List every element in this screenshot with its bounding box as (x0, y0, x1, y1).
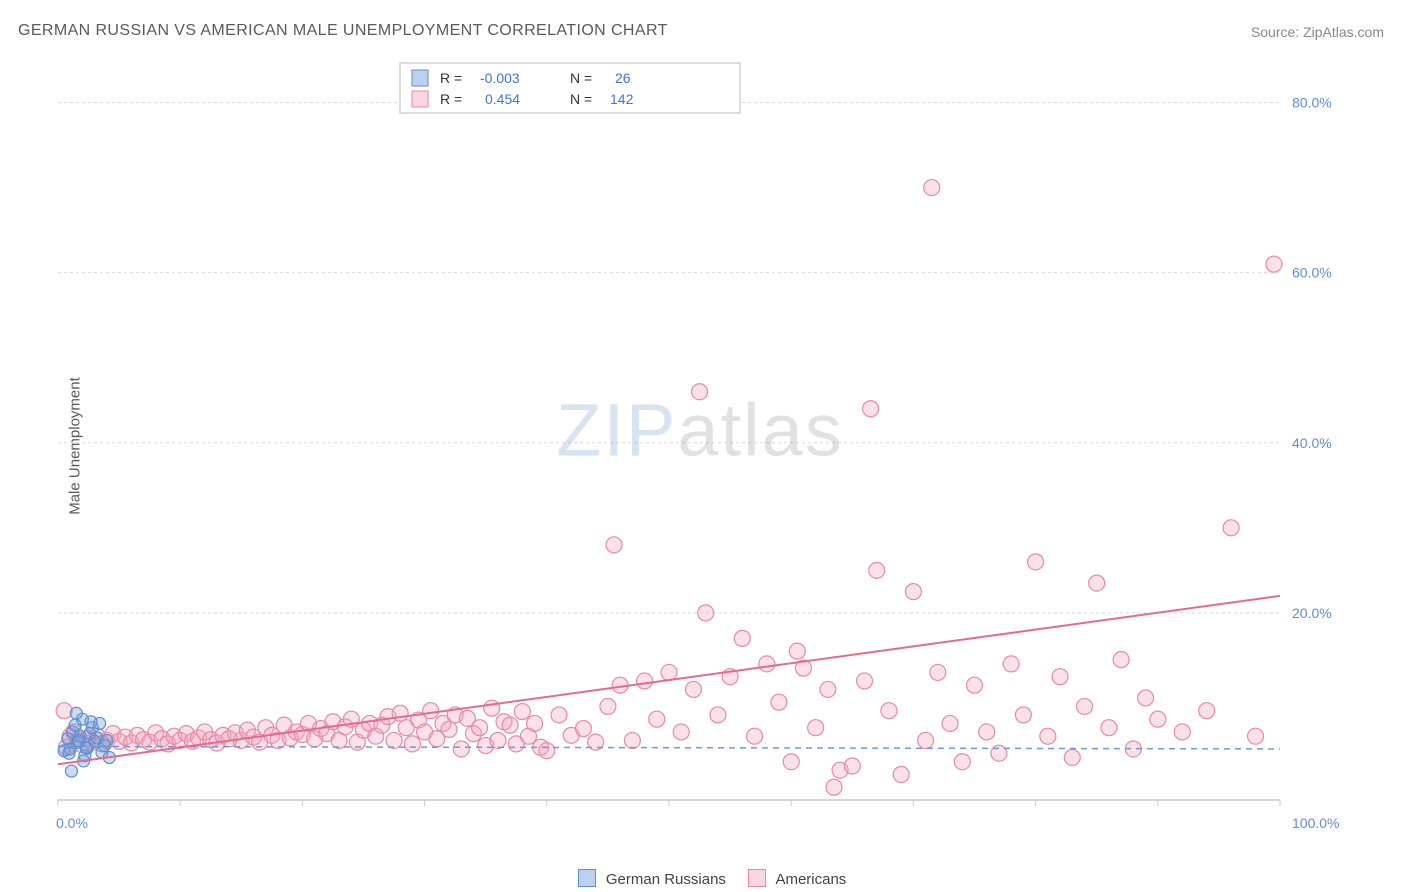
legend-top-r-value-pink: 0.454 (485, 91, 520, 107)
data-point (101, 734, 113, 746)
legend-swatch-pink (748, 869, 766, 887)
x-tick-label: 100.0% (1292, 815, 1339, 830)
source-attribution: Source: ZipAtlas.com (1251, 24, 1384, 40)
chart-plot-area: 20.0% 40.0% 60.0% 80.0% 0.0% 100.0% R = -0.003 N… (50, 60, 1350, 830)
legend-swatch-blue (578, 869, 596, 887)
data-point (673, 724, 689, 740)
data-point (905, 584, 921, 600)
data-point (661, 664, 677, 680)
data-point (967, 677, 983, 693)
data-point (954, 754, 970, 770)
data-point (1015, 707, 1031, 723)
x-tick-label: 0.0% (56, 815, 88, 830)
data-point (820, 681, 836, 697)
data-point (56, 703, 72, 719)
data-point (63, 747, 75, 759)
data-point (386, 732, 402, 748)
chart-title: GERMAN RUSSIAN VS AMERICAN MALE UNEMPLOY… (18, 22, 668, 40)
data-point (1174, 724, 1190, 740)
data-point (514, 704, 530, 720)
data-point (70, 707, 82, 719)
legend-top-swatch-blue (412, 70, 428, 86)
y-tick-label: 40.0% (1292, 435, 1332, 451)
data-point (979, 724, 995, 740)
data-point (453, 741, 469, 757)
trend-line (58, 596, 1280, 764)
data-point (747, 728, 763, 744)
data-point (1223, 520, 1239, 536)
data-point (1064, 749, 1080, 765)
data-point (1003, 656, 1019, 672)
data-point (734, 630, 750, 646)
data-point (575, 721, 591, 737)
data-point (759, 656, 775, 672)
data-point (441, 721, 457, 737)
legend-label-americans: Americans (775, 871, 846, 888)
data-point (771, 694, 787, 710)
data-point (783, 754, 799, 770)
data-point (826, 779, 842, 795)
data-point (472, 720, 488, 736)
data-point (1150, 711, 1166, 727)
data-point (692, 384, 708, 400)
legend-top-n-label: N = (570, 91, 592, 107)
data-point (808, 720, 824, 736)
legend-top-n-label: N = (570, 70, 592, 86)
data-point (404, 736, 420, 752)
data-point (930, 664, 946, 680)
data-point (789, 643, 805, 659)
data-point (85, 716, 97, 728)
data-point (1266, 256, 1282, 272)
data-point (1076, 698, 1092, 714)
data-point (844, 758, 860, 774)
legend-top-r-label: R = (440, 70, 462, 86)
legend-top-r-value-blue: -0.003 (480, 70, 520, 86)
data-point (1199, 703, 1215, 719)
data-point (527, 715, 543, 731)
data-point (539, 743, 555, 759)
data-point (1040, 728, 1056, 744)
data-point (490, 732, 506, 748)
data-point (685, 681, 701, 697)
data-point (1138, 690, 1154, 706)
legend-top-n-value-pink: 142 (610, 91, 634, 107)
legend-bottom: German Russians Americans (0, 869, 1406, 888)
data-point (551, 707, 567, 723)
data-point (649, 711, 665, 727)
data-point (918, 732, 934, 748)
y-tick-label: 80.0% (1292, 95, 1332, 111)
data-point (893, 766, 909, 782)
data-point (881, 703, 897, 719)
data-point (942, 715, 958, 731)
data-point (1101, 720, 1117, 736)
data-point (869, 562, 885, 578)
data-point (624, 732, 640, 748)
data-point (698, 605, 714, 621)
data-point (1113, 652, 1129, 668)
data-point (863, 401, 879, 417)
data-point (710, 707, 726, 723)
legend-label-german-russians: German Russians (606, 871, 726, 888)
legend-top-n-value-blue: 26 (615, 70, 631, 86)
legend-top-swatch-pink (412, 91, 428, 107)
data-point (502, 717, 518, 733)
data-point (65, 765, 77, 777)
data-point (423, 703, 439, 719)
data-point (637, 673, 653, 689)
data-point (484, 700, 500, 716)
data-point (924, 180, 940, 196)
data-point (1089, 575, 1105, 591)
data-point (1028, 554, 1044, 570)
data-point (606, 537, 622, 553)
y-tick-label: 60.0% (1292, 265, 1332, 281)
chart-svg: 20.0% 40.0% 60.0% 80.0% 0.0% 100.0% R = -0.003 N… (50, 60, 1350, 830)
data-point (600, 698, 616, 714)
data-point (80, 741, 92, 753)
data-point (1052, 669, 1068, 685)
data-point (1248, 728, 1264, 744)
data-point (857, 673, 873, 689)
legend-top-r-label: R = (440, 91, 462, 107)
y-tick-label: 20.0% (1292, 605, 1332, 621)
